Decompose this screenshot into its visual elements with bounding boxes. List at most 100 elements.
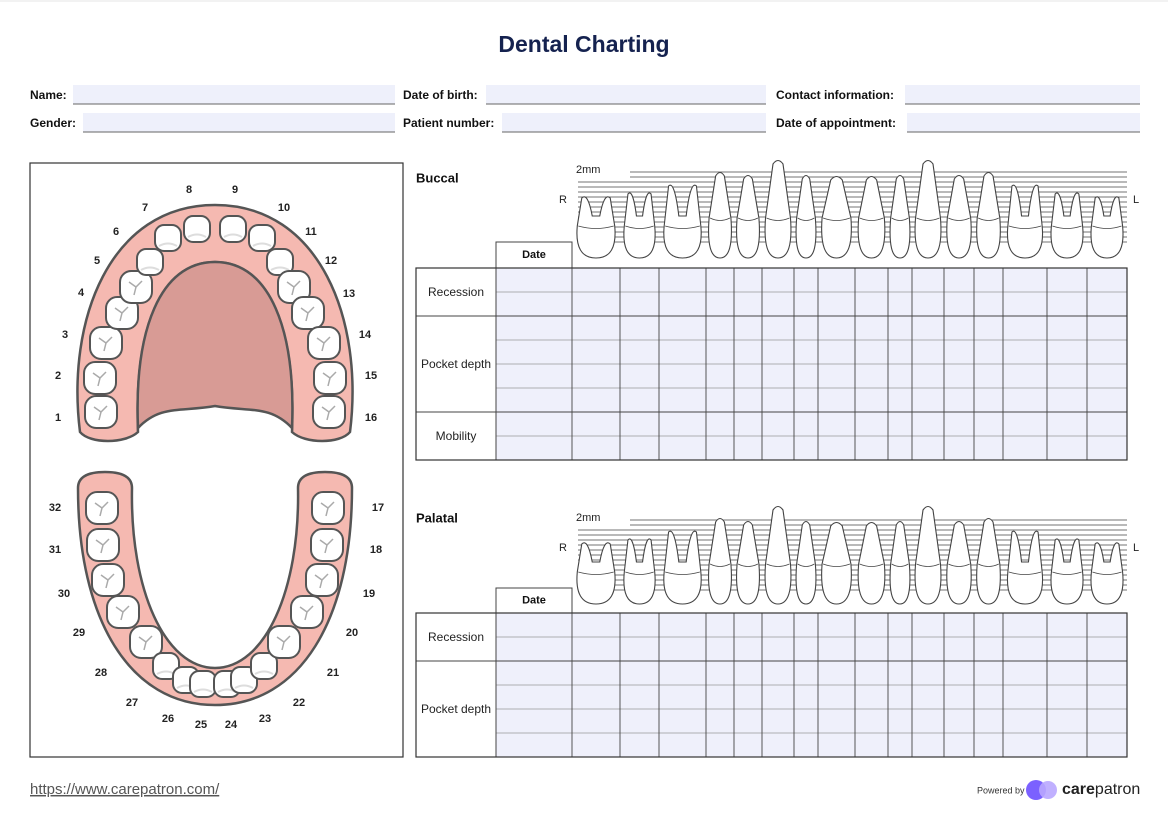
tooth-shade [254, 670, 274, 675]
tooth-number: 23 [259, 713, 271, 725]
tooth-cej [859, 563, 884, 567]
tooth-fissure [92, 371, 107, 387]
tooth-fissure [114, 306, 129, 322]
brand-bold: care [1062, 781, 1095, 798]
tooth-cej [709, 217, 731, 221]
row-label-cell [415, 612, 497, 662]
row-label-cell [415, 315, 497, 413]
tooth-number: 19 [363, 588, 375, 600]
tooth-profile [889, 520, 911, 605]
tooth-number: 17 [372, 502, 384, 514]
field-input [905, 85, 1140, 104]
tooth-cej [578, 571, 614, 575]
tooth-profile [1006, 530, 1044, 605]
tooth-profile [914, 159, 942, 259]
tooth-profile [576, 542, 616, 605]
footer-url: https://www.carepatron.com/ [30, 781, 220, 798]
tooth-number: 2 [55, 370, 61, 382]
tooth-fissure [319, 538, 334, 554]
tooth-number: 28 [95, 667, 107, 679]
field-label: Name: [30, 88, 67, 102]
tooth-number: 13 [343, 288, 355, 300]
tooth-number: 9 [232, 184, 238, 196]
tooth-profile [708, 517, 732, 605]
tooth-cej [578, 225, 614, 229]
tooth-cej [625, 225, 654, 229]
tooth-number: 10 [278, 202, 290, 214]
tooth-cej [737, 563, 759, 567]
tooth-fissure [299, 605, 314, 621]
scale-label: 2mm [576, 164, 600, 176]
tooth-number: 14 [359, 329, 372, 341]
tooth-profile [821, 175, 852, 259]
tooth-fissure [276, 635, 291, 651]
tooth-cej [916, 217, 940, 221]
tooth-fissure [321, 405, 336, 421]
tooth-profile [663, 530, 702, 605]
row-label: Mobility [435, 428, 477, 443]
field-label: Date of birth: [403, 88, 478, 102]
side-right: R [559, 542, 567, 554]
tooth-number: 27 [126, 697, 138, 709]
brand: carepatron [1062, 781, 1140, 798]
tooth-profile [857, 175, 886, 259]
tooth-cej [1052, 225, 1082, 229]
tooth-profile [1090, 196, 1124, 259]
tooth [136, 248, 164, 276]
tooth-profile [1006, 184, 1044, 259]
field-label: Patient number: [403, 116, 495, 130]
date-header [495, 241, 573, 269]
tooth-profile [1050, 538, 1084, 605]
scale-label: 2mm [576, 512, 600, 524]
tooth-cej [665, 225, 700, 229]
tooth-profile [821, 521, 852, 605]
row-label-cell [415, 267, 497, 317]
tooth-profile [764, 159, 792, 259]
tooth-fissure [93, 405, 108, 421]
table-border [415, 267, 1128, 461]
tooth-number: 5 [94, 255, 100, 267]
tooth-shade [252, 242, 272, 247]
tooth [248, 224, 276, 252]
title: Dental Charting [498, 31, 669, 57]
tooth-fissure [100, 573, 115, 589]
tooth-shade [223, 233, 243, 238]
field-label: Gender: [30, 116, 77, 130]
row-label: Pocket depth [420, 701, 492, 716]
tooth-shade [140, 266, 160, 271]
tooth-number: 16 [365, 412, 377, 424]
tooth-number: 18 [370, 544, 382, 556]
tooth-profile [764, 505, 792, 605]
tooth-profile [576, 196, 616, 259]
tooth-profile [1090, 542, 1124, 605]
tooth-fissure [94, 501, 109, 517]
tooth-fissure [128, 280, 143, 296]
tooth-number: 15 [365, 370, 377, 382]
tooth-number: 6 [113, 226, 119, 238]
tooth-fissure [316, 336, 331, 352]
side-left: L [1133, 194, 1139, 206]
palate [136, 260, 294, 431]
tooth-profile [946, 520, 972, 605]
row-label: Pocket depth [420, 356, 492, 371]
tooth-cej [978, 563, 999, 567]
tooth-cej [766, 217, 790, 221]
tooth-fissure [322, 371, 337, 387]
tooth-cej [797, 217, 815, 221]
tooth-fissure [138, 635, 153, 651]
tooth-number: 7 [142, 202, 148, 214]
tooth-cej [891, 563, 909, 567]
tooth-number: 12 [325, 255, 337, 267]
tooth-cej [1008, 571, 1042, 575]
tooth-shade [187, 233, 207, 238]
field-input [73, 85, 395, 104]
tooth-profile [976, 517, 1001, 605]
table-border [415, 612, 1128, 758]
tooth-cej [665, 571, 700, 575]
tooth-profile [914, 505, 942, 605]
tooth-number: 32 [49, 502, 61, 514]
tooth-number: 11 [305, 226, 317, 238]
tooth-cej [948, 563, 970, 567]
tooth-number: 21 [327, 667, 339, 679]
